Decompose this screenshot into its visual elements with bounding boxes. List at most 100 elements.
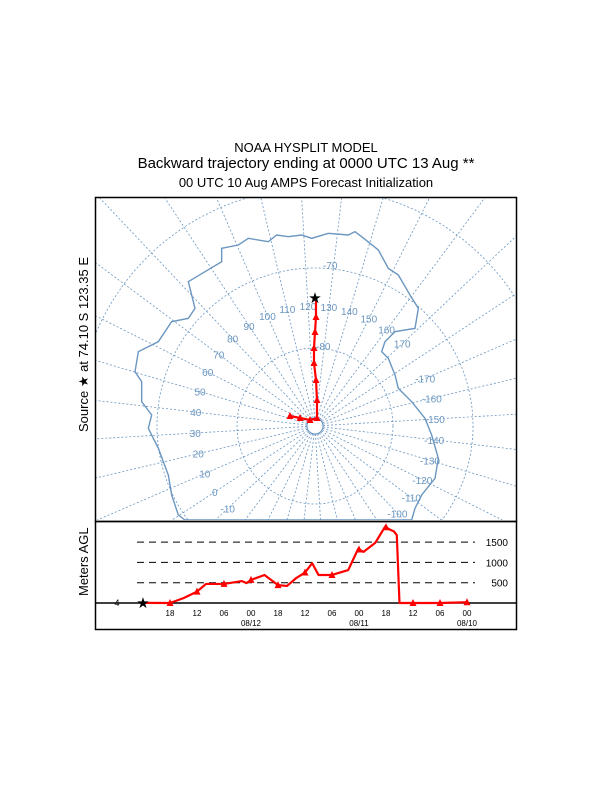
- longitude-label: -20: [236, 518, 251, 529]
- meridian-line: [322, 377, 516, 425]
- meridian-line: [322, 338, 516, 424]
- date-label: 08/10: [457, 619, 478, 628]
- meridian-line: [215, 431, 310, 520]
- trajectory-subtitle: Backward trajectory ending at 0000 UTC 1…: [137, 155, 475, 172]
- forecast-init-label: 00 UTC 10 Aug AMPS Forecast Initializati…: [178, 175, 434, 190]
- trajectory-marker: [286, 412, 294, 419]
- longitude-label: 140: [341, 307, 358, 318]
- trajectory-marker: [296, 414, 304, 421]
- height-marker: [247, 575, 255, 583]
- start-height-label: 4: [114, 598, 119, 608]
- trajectory-marker: [312, 376, 320, 383]
- meridian-line: [321, 293, 516, 422]
- longitude-label: -110: [402, 494, 422, 505]
- meridian-line: [267, 432, 312, 520]
- meridian-line: [318, 198, 430, 420]
- x-tick-label: 00: [247, 609, 256, 618]
- longitude-label: -160: [422, 394, 442, 405]
- x-tick-label: 00: [463, 609, 472, 618]
- height-marker: [328, 570, 336, 578]
- source-location-label: Source ★ at 74.10 S 123.35 E: [76, 257, 91, 432]
- longitude-label: 20: [193, 450, 205, 461]
- longitude-label: 90: [243, 322, 255, 333]
- trajectory-marker: [310, 359, 318, 366]
- height-marker: [382, 523, 390, 531]
- longitude-label: 50: [194, 388, 206, 399]
- meridian-line: [171, 430, 309, 520]
- meridian-line: [96, 426, 308, 440]
- meridian-line: [96, 360, 308, 425]
- meridian-line: [320, 235, 516, 421]
- height-marker: [166, 599, 174, 606]
- x-tick-label: 06: [436, 609, 445, 618]
- latitude-label: -80: [316, 342, 331, 353]
- trajectory-path: [289, 297, 319, 422]
- longitude-label: -140: [424, 436, 444, 447]
- meridian-line: [322, 413, 516, 426]
- height-marker: [463, 598, 471, 606]
- longitude-label: 160: [378, 326, 395, 337]
- longitude-label: 120: [300, 302, 317, 313]
- meridian-line: [99, 198, 310, 421]
- meridian-line: [322, 427, 516, 487]
- x-tick-label: 12: [193, 609, 202, 618]
- meridian-line: [216, 198, 313, 419]
- meridian-line: [244, 432, 311, 520]
- trajectory-marker: [312, 313, 320, 320]
- x-tick-label: 12: [409, 609, 418, 618]
- meridian-line: [260, 198, 314, 419]
- meridian-line: [96, 262, 309, 422]
- meridian-line: [164, 198, 311, 420]
- trajectory-marker: [313, 414, 321, 421]
- meridian-line: [322, 426, 516, 450]
- x-tick-label: 18: [166, 609, 175, 618]
- meridian-line: [316, 433, 338, 520]
- meridian-line: [286, 433, 314, 520]
- height-marker: [220, 579, 228, 587]
- source-star-icon: ★: [136, 595, 149, 612]
- trajectory-marker: [310, 344, 318, 351]
- longitude-label: -120: [412, 476, 432, 487]
- height-marker: [274, 581, 282, 589]
- height-marker: [436, 599, 444, 606]
- height-marker: [409, 599, 417, 606]
- longitude-label: 70: [213, 350, 225, 361]
- x-tick-label: 06: [328, 609, 337, 618]
- meridian-line: [315, 198, 342, 419]
- longitude-label: 0: [212, 488, 218, 499]
- longitude-label: 110: [279, 305, 295, 316]
- height-marker: [301, 568, 309, 576]
- meridian-line: [319, 432, 378, 520]
- date-label: 08/12: [241, 619, 262, 628]
- x-tick-label: 00: [355, 609, 364, 618]
- longitude-label: 10: [199, 470, 211, 481]
- trajectory-marker: [306, 416, 314, 423]
- y-axis-label: Meters AGL: [76, 527, 91, 596]
- meridian-line: [96, 400, 308, 426]
- date-label: 08/11: [349, 619, 369, 628]
- longitude-label: 150: [360, 315, 377, 326]
- height-marker: [355, 545, 363, 553]
- longitude-label: -170: [415, 374, 435, 385]
- meridian-line: [301, 198, 315, 419]
- trajectory-marker: [311, 328, 319, 335]
- longitude-label: -10: [221, 504, 236, 515]
- meridian-line: [96, 315, 309, 423]
- meridian-line: [96, 427, 308, 479]
- height-line: [142, 525, 468, 605]
- latitude-circle: [236, 347, 394, 505]
- height-gridline-label: 1500: [486, 538, 509, 549]
- longitude-label: 80: [227, 335, 239, 346]
- height-gridline-label: 1000: [486, 558, 509, 569]
- x-tick-label: 18: [382, 609, 391, 618]
- x-tick-label: 06: [220, 609, 229, 618]
- map-frame: [94, 196, 518, 523]
- longitude-label: -100: [387, 509, 407, 520]
- meridian-line: [320, 431, 405, 520]
- meridian-line: [317, 433, 356, 520]
- longitude-label: 30: [190, 429, 202, 440]
- source-star-icon: ★: [308, 290, 321, 307]
- antarctica-coastline: [134, 230, 440, 520]
